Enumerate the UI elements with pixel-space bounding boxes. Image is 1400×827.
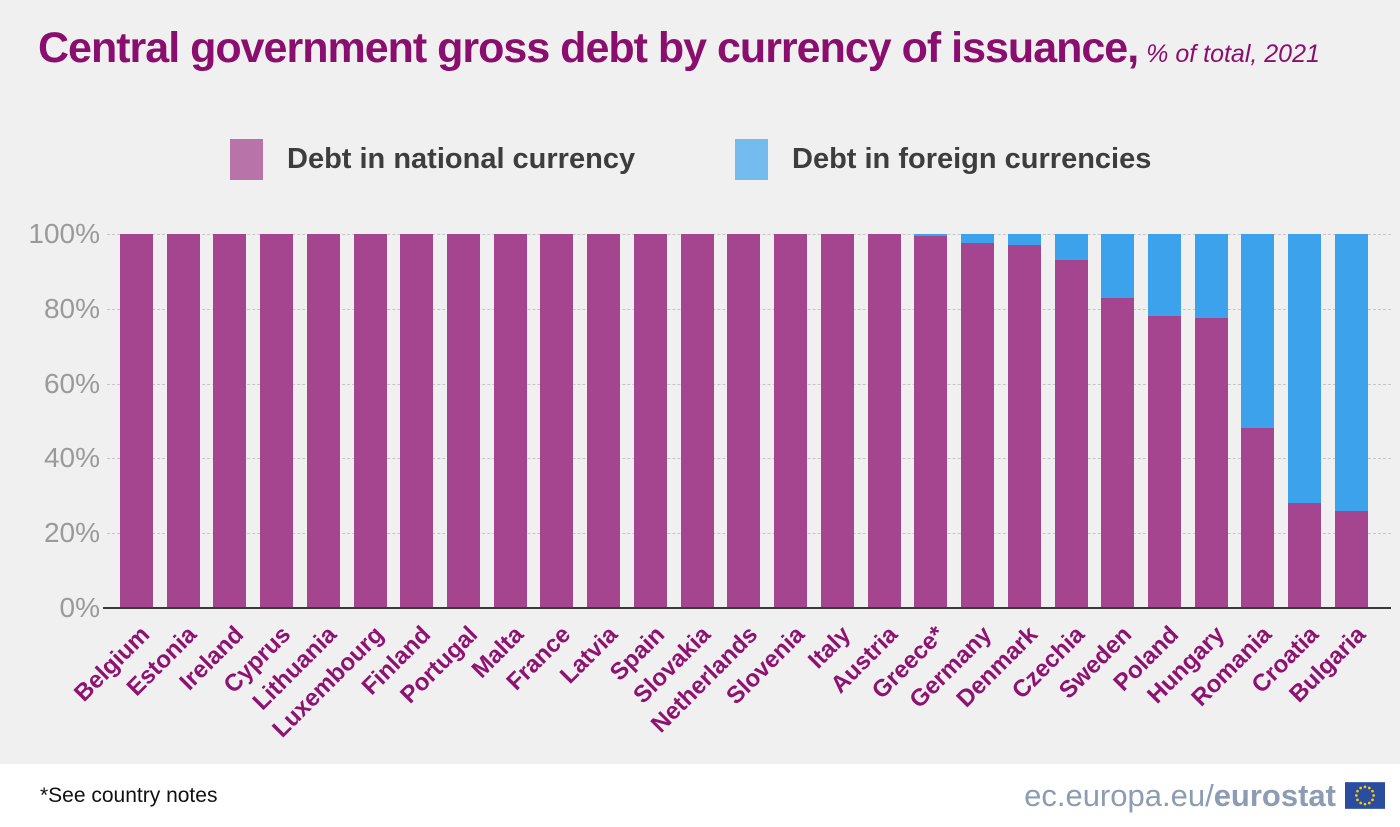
legend-swatch-national-currency <box>230 139 263 180</box>
bar-column-romania <box>1235 234 1282 608</box>
segment-national-currency <box>260 234 294 608</box>
segment-foreign-currency <box>961 234 995 244</box>
segment-foreign-currency <box>1194 234 1228 319</box>
segment-foreign-currency <box>1288 234 1322 504</box>
legend-label-foreign-currencies: Debt in foreign currencies <box>792 143 1152 175</box>
y-tick-label: 100% <box>28 218 100 249</box>
bar-column-france <box>534 234 581 608</box>
segment-foreign-currency <box>1241 234 1275 429</box>
bar-column-austria <box>861 234 908 608</box>
bar-column-luxembourg <box>347 234 394 608</box>
chart-subtitle: % of total, 2021 <box>1146 40 1320 68</box>
eu-flag-icon <box>1345 782 1385 809</box>
segment-foreign-currency <box>1101 234 1135 298</box>
bar-column-malta <box>487 234 534 608</box>
bar-column-croatia <box>1281 234 1328 608</box>
segment-foreign-currency <box>1054 234 1088 261</box>
plot-area <box>103 234 1391 609</box>
segment-national-currency <box>867 234 901 608</box>
segment-foreign-currency <box>1334 234 1368 511</box>
legend-swatch-foreign-currencies <box>735 139 768 180</box>
segment-national-currency <box>774 234 808 608</box>
y-tick-label: 20% <box>43 517 100 549</box>
legend-label-national-currency: Debt in national currency <box>287 143 636 175</box>
bar-column-slovenia <box>767 234 814 608</box>
bar-column-lithuania <box>300 234 347 608</box>
y-tick-label: 0% <box>59 592 100 623</box>
segment-national-currency <box>1054 260 1088 608</box>
eurostat-url: ec.europa.eu/eurostat <box>1024 777 1336 813</box>
segment-national-currency <box>1194 318 1228 608</box>
bar-column-germany <box>954 234 1001 608</box>
legend-item-national-currency: Debt in national currency <box>230 139 635 180</box>
segment-national-currency <box>493 234 527 608</box>
segment-national-currency <box>727 234 761 608</box>
segment-foreign-currency <box>1007 234 1041 246</box>
segment-national-currency <box>447 234 480 608</box>
bar-column-ireland <box>206 234 253 608</box>
footer: *See country notes ec.europa.eu/eurostat <box>0 764 1400 827</box>
bar-column-greece <box>907 234 954 608</box>
page-title: Central government gross debt by currenc… <box>38 24 1320 73</box>
segment-foreign-currency <box>1148 234 1182 317</box>
segment-national-currency <box>213 234 247 608</box>
eu-flag-stars <box>1355 785 1375 806</box>
y-tick-label: 40% <box>43 442 100 474</box>
segment-foreign-currency <box>914 234 948 236</box>
segment-national-currency <box>1334 510 1368 608</box>
segment-national-currency <box>680 234 714 608</box>
segment-national-currency <box>1148 316 1182 608</box>
segment-national-currency <box>587 234 621 608</box>
bar-column-portugal <box>440 234 487 608</box>
bar-column-hungary <box>1188 234 1235 608</box>
y-tick-label: 80% <box>43 292 100 324</box>
segment-national-currency <box>306 234 340 608</box>
bar-column-spain <box>627 234 674 608</box>
bar-column-italy <box>814 234 861 608</box>
segment-national-currency <box>400 234 434 608</box>
y-axis-labels: 0% 20% 40% 60% 80% 100% <box>8 219 100 623</box>
bar-column-slovakia <box>674 234 721 608</box>
segment-national-currency <box>353 234 387 608</box>
eurostat-brand: ec.europa.eu/eurostat <box>1024 764 1385 827</box>
bar-column-czechia <box>1048 234 1095 608</box>
legend-item-foreign-currencies: Debt in foreign currencies <box>735 139 1151 180</box>
bar-column-latvia <box>580 234 627 608</box>
segment-national-currency <box>1288 503 1322 608</box>
segment-national-currency <box>540 234 574 608</box>
bar-column-poland <box>1141 234 1188 608</box>
chart-title: Central government gross debt by currenc… <box>38 24 1139 72</box>
bar-column-denmark <box>1001 234 1048 608</box>
bar-column-belgium <box>113 234 160 608</box>
bar-column-netherlands <box>721 234 768 608</box>
y-tick-label: 60% <box>43 367 100 399</box>
segment-national-currency <box>1007 245 1041 608</box>
segment-national-currency <box>119 234 153 608</box>
segment-national-currency <box>820 234 854 608</box>
x-axis-line <box>103 607 1391 609</box>
segment-national-currency <box>1101 297 1135 608</box>
bar-column-bulgaria <box>1328 234 1375 608</box>
bar-column-sweden <box>1094 234 1141 608</box>
segment-national-currency <box>914 235 948 608</box>
x-axis-labels: Belgium Estonia Ireland Cyprus Lithuania Luxe… <box>69 615 1375 775</box>
segment-national-currency <box>961 243 995 608</box>
segment-national-currency <box>633 234 667 608</box>
bar-column-estonia <box>160 234 207 608</box>
segment-national-currency <box>1241 428 1275 608</box>
segment-national-currency <box>166 234 200 608</box>
bars-container <box>113 234 1375 608</box>
bar-column-finland <box>393 234 440 608</box>
footnote: *See country notes <box>40 783 218 807</box>
bar-column-cyprus <box>253 234 300 608</box>
